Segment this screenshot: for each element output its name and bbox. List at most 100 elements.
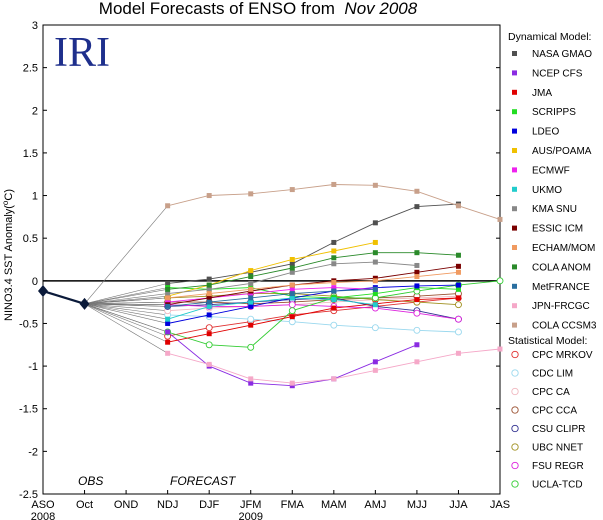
dynamical-series-point [289,265,295,271]
legend-label-statistical: UBC NNET [532,443,583,454]
dynamical-series-point [289,295,295,301]
dynamical-series-point [289,187,295,193]
statistical-series-point [413,326,421,334]
series-connector [84,303,168,354]
dynamical-series-point [165,303,171,309]
dynamical-series-point [331,255,337,261]
y-tick-label: -2.5 [19,489,38,501]
statistical-series-point [205,341,213,349]
dynamical-series-point [248,191,254,197]
dynamical-series-point [455,269,461,275]
statistical-series-point [371,324,379,332]
legend-marker-dynamical [512,109,517,115]
legend-label-dynamical: SCRIPPS [532,107,576,118]
observed-line [42,289,85,305]
series-connector [84,301,168,305]
dynamical-series-point [165,320,171,326]
x-tick-label: DJF [199,499,219,511]
statistical-series-point [205,324,213,332]
year-label: 2009 [238,511,262,520]
x-tick-label: JFM [240,499,261,511]
dynamical-series-point [248,280,254,286]
x-tick-label: JAS [490,499,510,511]
dynamical-series-point [206,286,212,292]
legend-label-dynamical: JMA [532,88,552,99]
x-tick-label: FMA [281,499,305,511]
obs-label: OBS [78,474,103,488]
series-connector [84,303,168,343]
legend-label-dynamical: COLA ANOM [532,262,591,273]
legend-marker-statistical [511,406,519,414]
dynamical-series-point [248,299,254,305]
dynamical-series-point [455,203,461,209]
y-tick-label: 1 [32,191,38,203]
dynamical-series-point [331,239,337,245]
y-tick-label: 0.5 [23,233,38,245]
statistical-series-point [330,321,338,329]
dynamical-series-point [372,259,378,265]
dynamical-series-point [248,286,254,292]
dynamical-series-point [414,204,420,210]
dynamical-series-point [372,250,378,256]
legend-marker-dynamical [512,89,517,95]
statistical-series-point [288,307,296,315]
legend-label-statistical: CDC LIM [532,369,573,380]
dynamical-series-point [206,291,212,297]
dynamical-series-point [289,383,295,389]
dynamical-series-point [455,350,461,356]
dynamical-series-point [248,268,254,274]
dynamical-series-point [248,322,254,328]
dynamical-series-point [165,203,171,209]
legend-marker-dynamical [512,264,517,270]
dynamical-series-point [331,261,337,267]
legend-label-dynamical: ECHAM/MOM [532,243,595,254]
statistical-series-point [288,318,296,326]
dynamical-series-point [165,280,171,286]
chart-title: Model Forecasts of ENSO from Nov 2008 [99,0,418,18]
dynamical-series-line [167,184,501,220]
dynamical-series-point [497,216,503,222]
legend-dynamical-title: Dynamical Model: [508,31,591,43]
legend-marker-statistical [511,424,519,433]
legend-statistical-title: Statistical Model: [508,335,587,347]
legend-marker-dynamical [512,322,517,328]
legend-label-statistical: CSU CLIPR [532,424,585,435]
dynamical-series-point [248,274,254,280]
dynamical-series-point [455,282,461,288]
dynamical-series-point [372,239,378,245]
y-axis-label: NINO3.4 SST Anomaly(oC) [1,189,15,321]
dynamical-series-point [372,182,378,188]
x-tick-label: Oct [76,499,93,511]
legend-marker-dynamical [512,148,517,153]
statistical-series-point [496,277,504,285]
x-tick-label: JJA [449,499,468,511]
dynamical-series-point [414,269,420,275]
dynamical-series-point [331,181,337,187]
plot-frame [42,24,501,495]
dynamical-series-point [414,274,420,280]
dynamical-series-line [167,203,459,284]
legend-marker-statistical [511,369,519,377]
dynamical-series-point [331,285,337,291]
legend-label-dynamical: ECMWF [532,165,570,176]
legend-marker-dynamical [512,245,517,250]
legend: Dynamical Model: Statistical Model: NASA… [508,31,597,491]
statistical-series-point [288,301,296,309]
dynamical-series-line [167,297,459,343]
legend-label-dynamical: JPN-FRCGC [532,301,590,312]
chart-title-main: Model Forecasts of ENSO from [99,0,335,18]
dynamical-series-point [331,305,337,311]
observed-point [79,297,90,310]
y-axis-label-unit: C) [3,189,15,201]
dynamical-series-point [165,350,171,356]
legend-label-statistical: CPC MRKOV [532,350,593,361]
dynamical-series-point [372,367,378,373]
y-axis-label-degree: o [1,200,10,205]
series-connector [84,303,168,324]
dynamical-series-line [167,287,459,299]
dynamical-series-point [165,295,171,301]
y-tick-label: 2 [32,105,38,117]
dynamical-series-point [372,286,378,292]
legend-marker-statistical [511,443,519,451]
legend-label-dynamical: NCEP CFS [532,68,583,79]
